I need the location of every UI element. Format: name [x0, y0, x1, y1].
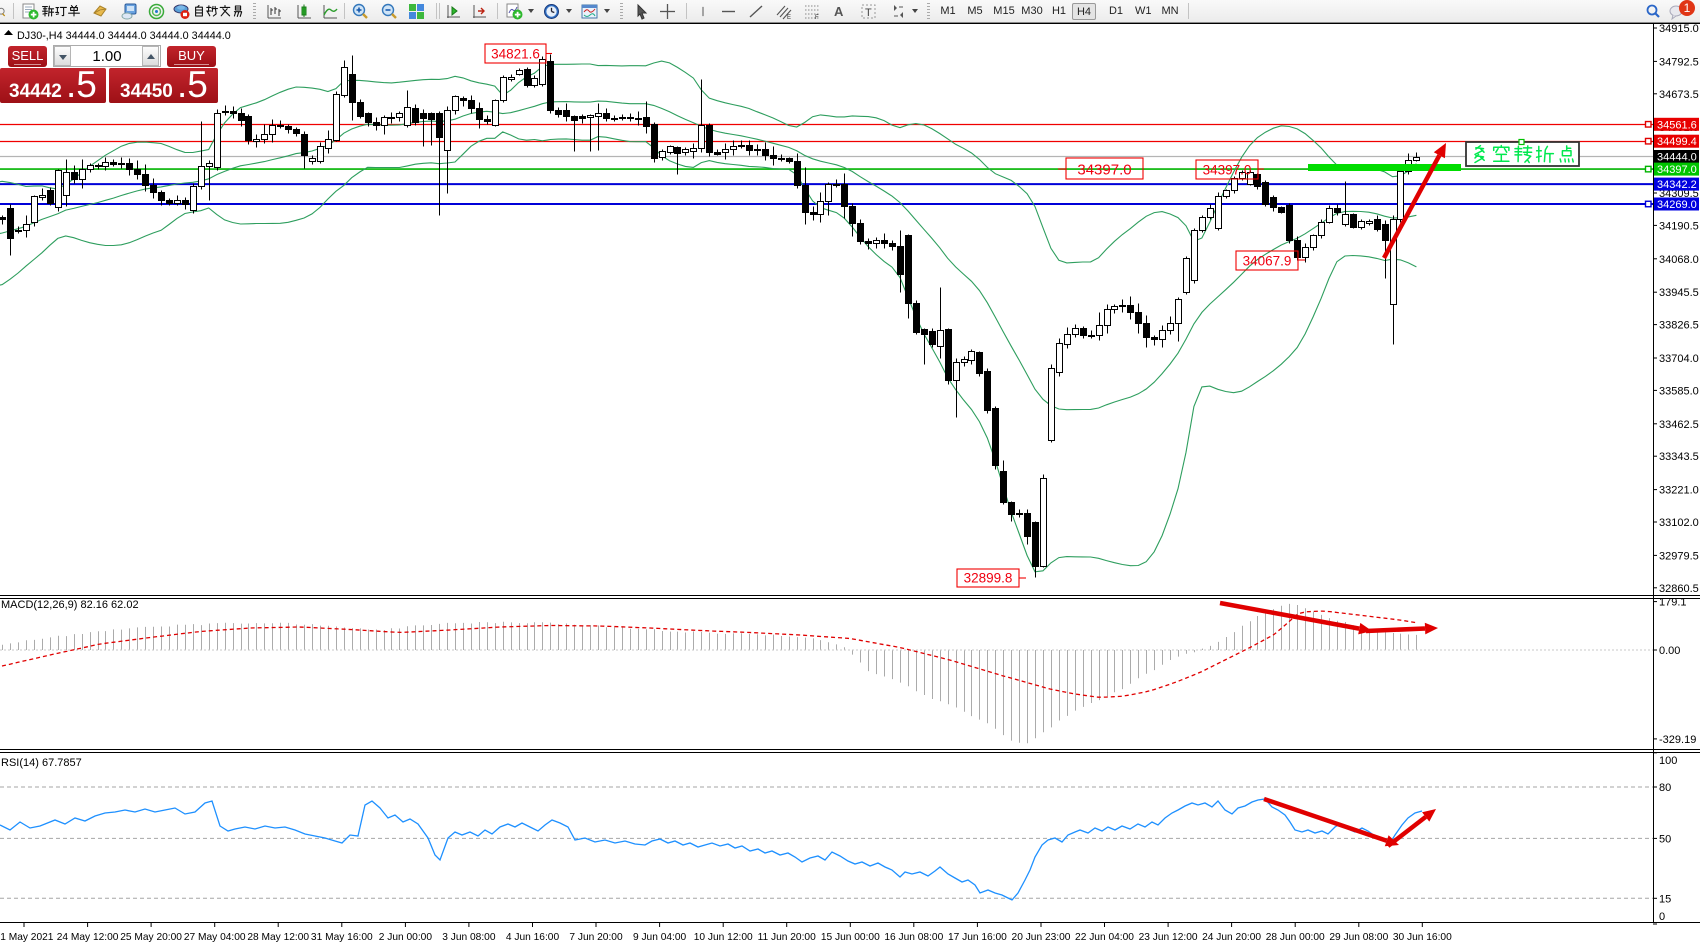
- svg-text:33704.0: 33704.0: [1659, 353, 1699, 365]
- svg-text:21 May 2021: 21 May 2021: [0, 932, 54, 943]
- svg-text:-329.19: -329.19: [1659, 734, 1696, 746]
- svg-text:27 May 04:00: 27 May 04:00: [184, 932, 246, 943]
- svg-text:30 Jun 16:00: 30 Jun 16:00: [1393, 932, 1452, 943]
- svg-text:34499.4: 34499.4: [1657, 136, 1697, 148]
- svg-text:7 Jun 20:00: 7 Jun 20:00: [569, 932, 623, 943]
- svg-text:MACD(12,26,9) 82.16 62.02: MACD(12,26,9) 82.16 62.02: [1, 599, 139, 611]
- svg-text:T: T: [865, 7, 872, 19]
- svg-text:E: E: [787, 15, 791, 20]
- svg-text:33102.0: 33102.0: [1659, 517, 1699, 529]
- svg-text:0.00: 0.00: [1659, 645, 1680, 657]
- svg-text:24 May 12:00: 24 May 12:00: [57, 932, 119, 943]
- svg-text:80: 80: [1659, 782, 1671, 794]
- svg-text:32899.8: 32899.8: [964, 571, 1013, 586]
- svg-text:34561.6: 34561.6: [1657, 119, 1697, 131]
- svg-text:DJ30-,H4 34444.0 34444.0 3444: DJ30-,H4 34444.0 34444.0 34444.0 34444.0: [17, 30, 231, 42]
- svg-text:9 Jun 04:00: 9 Jun 04:00: [633, 932, 687, 943]
- svg-text:34068.0: 34068.0: [1659, 254, 1699, 266]
- svg-text:10 Jun 12:00: 10 Jun 12:00: [694, 932, 753, 943]
- svg-text:2 Jun 00:00: 2 Jun 00:00: [379, 932, 433, 943]
- svg-text:34342.2: 34342.2: [1657, 179, 1697, 191]
- svg-text:0: 0: [1659, 911, 1665, 923]
- svg-text:15: 15: [1659, 893, 1671, 905]
- svg-text:34269.0: 34269.0: [1657, 199, 1697, 211]
- svg-text:4 Jun 16:00: 4 Jun 16:00: [506, 932, 560, 943]
- svg-text:34397.0: 34397.0: [1657, 164, 1697, 176]
- svg-text:33343.5: 33343.5: [1659, 451, 1699, 463]
- svg-text:100: 100: [1659, 755, 1677, 767]
- svg-text:11 Jun 20:00: 11 Jun 20:00: [758, 932, 816, 943]
- svg-text:34444.0: 34444.0: [1657, 152, 1697, 164]
- svg-text:34397.0: 34397.0: [1077, 162, 1131, 179]
- svg-text:34397.0: 34397.0: [1203, 163, 1252, 178]
- svg-text:17 Jun 16:00: 17 Jun 16:00: [948, 932, 1007, 943]
- svg-text:20 Jun 23:00: 20 Jun 23:00: [1012, 932, 1071, 943]
- svg-text:50: 50: [1659, 833, 1671, 845]
- svg-text:32979.5: 32979.5: [1659, 550, 1699, 562]
- svg-text:15 Jun 00:00: 15 Jun 00:00: [821, 932, 880, 943]
- svg-text:33945.5: 33945.5: [1659, 287, 1699, 299]
- svg-text:RSI(14) 67.7857: RSI(14) 67.7857: [1, 757, 82, 769]
- svg-text:33826.5: 33826.5: [1659, 320, 1699, 332]
- svg-text:22 Jun 04:00: 22 Jun 04:00: [1075, 932, 1134, 943]
- svg-text:34309.5: 34309.5: [1659, 188, 1699, 200]
- svg-text:33462.5: 33462.5: [1659, 419, 1699, 431]
- svg-text:1: 1: [1684, 1, 1691, 15]
- svg-text:3 Jun 08:00: 3 Jun 08:00: [442, 932, 496, 943]
- svg-text:34673.5: 34673.5: [1659, 89, 1699, 101]
- svg-text:16 Jun 08:00: 16 Jun 08:00: [884, 932, 943, 943]
- svg-text:24 Jun 20:00: 24 Jun 20:00: [1202, 932, 1261, 943]
- svg-text:32860.5: 32860.5: [1659, 583, 1699, 595]
- svg-text:179.1: 179.1: [1659, 597, 1687, 609]
- svg-text:34792.5: 34792.5: [1659, 56, 1699, 68]
- svg-text:F: F: [815, 15, 819, 20]
- svg-text:23 Jun 12:00: 23 Jun 12:00: [1139, 932, 1198, 943]
- svg-text:29 Jun 08:00: 29 Jun 08:00: [1329, 932, 1388, 943]
- svg-text:34821.6: 34821.6: [491, 47, 540, 62]
- svg-text:33585.0: 33585.0: [1659, 385, 1699, 397]
- svg-text:33221.0: 33221.0: [1659, 485, 1699, 497]
- svg-text:28 Jun 00:00: 28 Jun 00:00: [1266, 932, 1325, 943]
- svg-text:34067.9: 34067.9: [1243, 254, 1292, 269]
- svg-text:28 May 12:00: 28 May 12:00: [247, 932, 309, 943]
- svg-text:34915.0: 34915.0: [1659, 23, 1699, 35]
- svg-text:31 May 16:00: 31 May 16:00: [311, 932, 373, 943]
- svg-text:34190.5: 34190.5: [1659, 220, 1699, 232]
- svg-text:25 May 20:00: 25 May 20:00: [120, 932, 182, 943]
